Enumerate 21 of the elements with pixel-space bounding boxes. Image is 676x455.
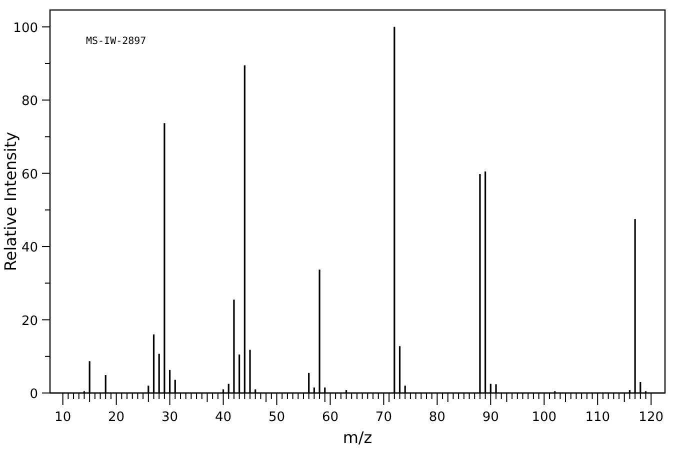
x-tick-label: 70 bbox=[375, 410, 392, 425]
x-tick-label: 110 bbox=[585, 410, 610, 425]
x-tick-label: 120 bbox=[638, 410, 664, 425]
x-tick-label: 30 bbox=[162, 410, 178, 425]
y-tick-label: 60 bbox=[21, 167, 38, 182]
x-tick-label: 100 bbox=[532, 410, 557, 425]
x-axis-title: m/z bbox=[342, 428, 372, 447]
y-tick-label: 40 bbox=[21, 240, 38, 256]
y-tick-label: 0 bbox=[30, 387, 38, 402]
x-tick-label: 80 bbox=[428, 410, 446, 425]
x-tick-label: 40 bbox=[214, 410, 232, 425]
x-tick-label: 10 bbox=[54, 410, 72, 425]
x-tick-label: 50 bbox=[268, 410, 286, 425]
x-tick-label: 60 bbox=[322, 410, 338, 425]
y-tick-label: 20 bbox=[21, 314, 38, 329]
y-axis-title: Relative Intensity bbox=[1, 132, 20, 272]
annotation: MS-IW-2897 bbox=[86, 36, 146, 47]
x-tick-label: 90 bbox=[482, 410, 499, 425]
x-tick-label: 20 bbox=[108, 410, 125, 425]
y-tick-label: 80 bbox=[21, 94, 38, 110]
y-tick-label: 100 bbox=[13, 20, 38, 36]
